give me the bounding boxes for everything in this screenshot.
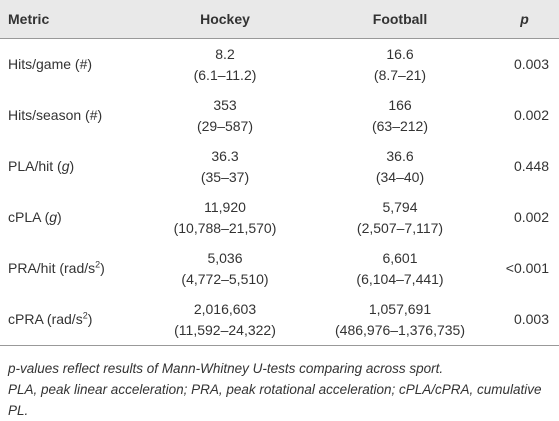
table-row: Hits/game (#) 8.2 (6.1–11.2) 16.6 (8.7–21) 0.… xyxy=(0,39,559,91)
footnote: p-values reflect results of Mann-Whitney… xyxy=(8,361,444,376)
metric-cell: cPRA (rad/s2) xyxy=(0,294,140,346)
median: 8.2 xyxy=(215,45,235,62)
median: 166 xyxy=(388,96,412,113)
table-body: Hits/game (#) 8.2 (6.1–11.2) 16.6 (8.7–21) 0.… xyxy=(0,39,559,346)
table-header: Metric Hockey Football p xyxy=(0,0,559,39)
header-row: Metric Hockey Football p xyxy=(0,0,559,39)
range: (63–212) xyxy=(371,117,429,134)
p-value: 0.448 xyxy=(513,158,549,174)
range: (34–40) xyxy=(375,168,425,185)
range: (29–587) xyxy=(196,117,254,134)
column-header: p xyxy=(490,0,559,39)
column-header: Football xyxy=(310,0,490,39)
median: 36.6 xyxy=(386,147,414,164)
range: (6,104–7,441) xyxy=(356,270,444,287)
median: 5,794 xyxy=(382,198,418,215)
p-value: 0.002 xyxy=(513,107,549,123)
median: 5,036 xyxy=(207,249,243,266)
hockey-cell: 5,036 (4,772–5,510) xyxy=(140,243,310,294)
range: (6.1–11.2) xyxy=(193,66,257,83)
metric-cell: Hits/season (#) xyxy=(0,90,140,141)
metric-text: PRA/hit (rad/s xyxy=(8,260,96,276)
hockey-cell: 11,920 (10,788–21,570) xyxy=(140,192,310,243)
football-cell: 1,057,691 (486,976–1,376,735) xyxy=(310,294,490,346)
football-cell: 6,601 (6,104–7,441) xyxy=(310,243,490,294)
p-value: 0.002 xyxy=(513,209,549,225)
footnotes: p-values reflect results of Mann-Whitney… xyxy=(0,346,559,421)
table-row: PLA/hit (g) 36.3 (35–37) 36.6 (34–40) 0.448 xyxy=(0,141,559,192)
metric-text: ) xyxy=(57,209,62,225)
metric-text: g xyxy=(49,209,58,225)
range: (10,788–21,570) xyxy=(173,219,277,236)
football-cell: 5,794 (2,507–7,117) xyxy=(310,192,490,243)
hockey-cell: 36.3 (35–37) xyxy=(140,141,310,192)
metric-text: Hits/season (#) xyxy=(8,107,103,123)
range: (2,507–7,117) xyxy=(356,219,444,236)
metric-text: ) xyxy=(87,311,93,327)
table-row: cPLA (g) 11,920 (10,788–21,570) 5,794 (2,507… xyxy=(0,192,559,243)
median: 11,920 xyxy=(204,198,246,215)
range: (8.7–21) xyxy=(373,66,427,83)
metric-text: g xyxy=(61,158,70,174)
median: 2,016,603 xyxy=(193,300,257,317)
column-header: Metric xyxy=(0,0,140,39)
table-row: PRA/hit (rad/s2) 5,036 (4,772–5,510) 6,601 (… xyxy=(0,243,559,294)
data-table: Metric Hockey Football p Hits/game (#) 8.2 (6… xyxy=(0,0,559,346)
hockey-cell: 8.2 (6.1–11.2) xyxy=(140,39,310,91)
hockey-cell: 353 (29–587) xyxy=(140,90,310,141)
metric-text: ) xyxy=(69,158,75,174)
metric-text: Hits/game (#) xyxy=(8,56,93,72)
table-row: Hits/season (#) 353 (29–587) 166 (63–212) 0.0… xyxy=(0,90,559,141)
football-cell: 36.6 (34–40) xyxy=(310,141,490,192)
metric-text: cPRA (rad/s xyxy=(8,311,83,327)
range: (11,592–24,322) xyxy=(174,321,276,338)
p-value: <0.001 xyxy=(505,260,549,276)
football-cell: 166 (63–212) xyxy=(310,90,490,141)
metric-cell: PLA/hit (g) xyxy=(0,141,140,192)
column-header: Hockey xyxy=(140,0,310,39)
metric-cell: cPLA (g) xyxy=(0,192,140,243)
table-row: cPRA (rad/s2) 2,016,603 (11,592–24,322) 1,0… xyxy=(0,294,559,346)
median: 1,057,691 xyxy=(368,300,432,317)
range: (4,772–5,510) xyxy=(181,270,269,287)
p-value: 0.003 xyxy=(513,56,549,72)
football-cell: 16.6 (8.7–21) xyxy=(310,39,490,91)
hockey-cell: 2,016,603 (11,592–24,322) xyxy=(140,294,310,346)
metric-text: cPLA ( xyxy=(8,209,50,225)
metric-cell: PRA/hit (rad/s2) xyxy=(0,243,140,294)
metric-cell: Hits/game (#) xyxy=(0,39,140,91)
metric-text: ) xyxy=(100,260,105,276)
range: (35–37) xyxy=(200,168,250,185)
metric-text: 2 xyxy=(82,310,88,321)
metric-text: 2 xyxy=(95,259,101,270)
median: 6,601 xyxy=(382,249,418,266)
median: 36.3 xyxy=(211,147,239,164)
metric-text: PLA/hit ( xyxy=(8,158,62,174)
median: 353 xyxy=(213,96,237,113)
p-value: 0.003 xyxy=(490,294,559,346)
median: 16.6 xyxy=(386,45,414,62)
range: (486,976–1,376,735) xyxy=(335,321,465,338)
footnote: PLA, peak linear acceleration; PRA, peak… xyxy=(8,382,542,418)
